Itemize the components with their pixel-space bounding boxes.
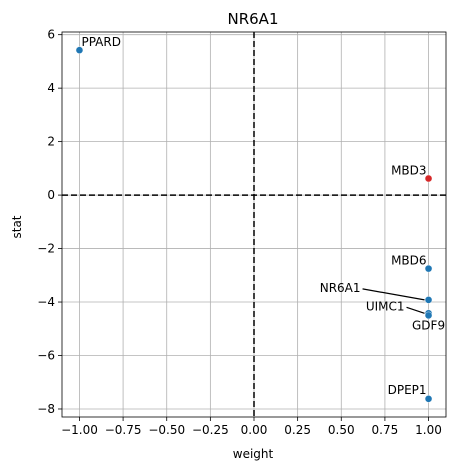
y-tick-label: −6 xyxy=(37,349,55,363)
y-tick-label: −4 xyxy=(37,295,55,309)
x-axis-label: weight xyxy=(233,447,274,461)
x-tick-label: −0.75 xyxy=(105,423,142,437)
x-tick-label: −0.25 xyxy=(192,423,229,437)
x-tick-label: −0.50 xyxy=(148,423,185,437)
x-tick-label: −1.00 xyxy=(61,423,98,437)
point-label: PPARD xyxy=(81,35,121,49)
data-point xyxy=(75,46,84,54)
x-tick-label: 0.00 xyxy=(241,423,268,437)
x-tick-label: 0.75 xyxy=(372,423,399,437)
data-point xyxy=(424,174,433,183)
y-tick-label: −2 xyxy=(37,242,55,256)
point-label: DPEP1 xyxy=(388,383,427,397)
point-label: NR6A1 xyxy=(320,281,361,295)
point-label: MBD6 xyxy=(391,254,426,268)
data-point xyxy=(424,311,433,320)
point-label: GDF9 xyxy=(412,318,445,332)
point-label-leader xyxy=(362,288,425,301)
x-tick-label: 0.25 xyxy=(284,423,311,437)
data-point xyxy=(424,395,433,403)
point-label-leader xyxy=(406,306,425,314)
data-point xyxy=(424,296,433,304)
x-tick-label: 0.50 xyxy=(328,423,355,437)
x-tick-label: 1.00 xyxy=(415,423,442,437)
y-tick-label: 4 xyxy=(47,81,55,95)
y-tick-label: 6 xyxy=(47,28,55,42)
data-point xyxy=(424,264,433,273)
point-label: MBD3 xyxy=(391,164,426,178)
y-tick-label: 2 xyxy=(47,135,55,149)
point-label: UIMC1 xyxy=(366,299,405,313)
chart-title: NR6A1 xyxy=(228,10,279,28)
y-axis-label: stat xyxy=(10,215,24,238)
y-tick-label: 0 xyxy=(47,188,55,202)
y-tick-label: −8 xyxy=(37,402,55,416)
